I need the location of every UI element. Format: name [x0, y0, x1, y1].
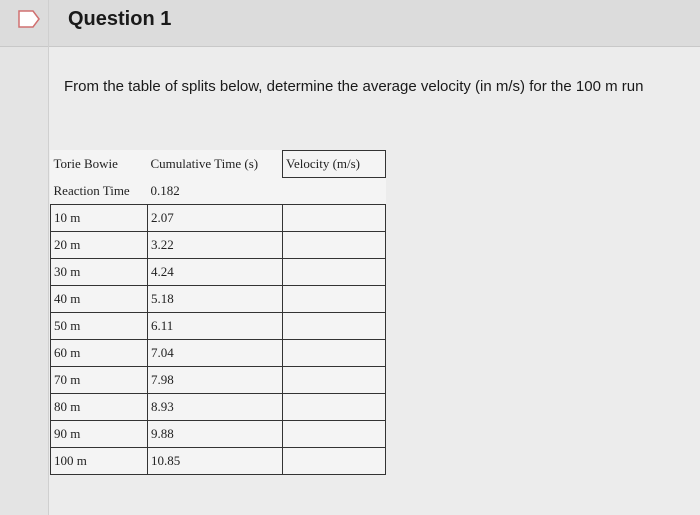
table-row: 70 m 7.98 [50, 366, 386, 394]
cumulative-time: 0.182 [150, 182, 180, 198]
splits-table: Torie Bowie Cumulative Time (s) Velocity (… [50, 150, 386, 475]
table-body: Reaction Time 0.182 10 m 2.07 20 m 3.22 30 m 4.… [50, 178, 386, 475]
table-row: 60 m 7.04 [50, 339, 386, 367]
split-label: 100 m [50, 447, 148, 475]
table-row: 30 m 4.24 [50, 258, 386, 286]
divider [48, 0, 49, 515]
velocity-cell[interactable] [282, 285, 386, 313]
table-row: 10 m 2.07 [50, 204, 386, 232]
cumulative-time: 5.18 [147, 285, 283, 313]
velocity-cell[interactable] [282, 312, 386, 340]
cumulative-time: 7.04 [147, 339, 283, 367]
column-header: Cumulative Time (s) [150, 156, 259, 171]
split-label: 90 m [50, 420, 148, 448]
table-row: 20 m 3.22 [50, 231, 386, 259]
table-row: 40 m 5.18 [50, 285, 386, 313]
velocity-cell[interactable] [282, 393, 386, 421]
split-label: 80 m [50, 393, 148, 421]
table-row: Reaction Time 0.182 [51, 178, 386, 205]
table-row: 100 m 10.85 [50, 447, 386, 475]
cumulative-time: 9.88 [147, 420, 283, 448]
cumulative-time: 6.11 [147, 312, 283, 340]
cumulative-time: 10.85 [147, 447, 283, 475]
split-label: Reaction Time [53, 182, 130, 198]
prompt: From the table of splits below, determin… [64, 78, 644, 95]
velocity-cell[interactable] [282, 258, 386, 286]
split-label: 70 m [50, 366, 148, 394]
velocity-cell[interactable] [282, 204, 386, 232]
table-row: 90 m 9.88 [50, 420, 386, 448]
split-label: 50 m [50, 312, 148, 340]
split-label: 20 m [50, 231, 148, 259]
cumulative-time: 4.24 [147, 258, 283, 286]
question-title: Question 1 [68, 8, 172, 30]
cumulative-time: 3.22 [147, 231, 283, 259]
split-label: 60 m [50, 339, 148, 367]
velocity-cell[interactable] [283, 178, 386, 205]
velocity-cell[interactable] [282, 420, 386, 448]
split-label: 10 m [50, 204, 148, 232]
flag-icon[interactable] [18, 10, 40, 28]
column-header: Velocity (m/s) [282, 150, 386, 178]
velocity-cell[interactable] [282, 366, 386, 394]
velocity-cell[interactable] [282, 447, 386, 475]
table-row: 50 m 6.11 [50, 312, 386, 340]
cumulative-time: 7.98 [147, 366, 283, 394]
cumulative-time: 8.93 [147, 393, 283, 421]
table-row: 80 m 8.93 [50, 393, 386, 421]
split-label: 40 m [50, 285, 148, 313]
cumulative-time: 2.07 [147, 204, 283, 232]
header-row: Torie Bowie Cumulative Time (s) Velocity (… [51, 150, 386, 178]
velocity-cell[interactable] [282, 339, 386, 367]
velocity-cell[interactable] [282, 231, 386, 259]
split-label: 30 m [50, 258, 148, 286]
top-bar: Question 1 [0, 0, 700, 47]
column-header: Torie Bowie [53, 156, 118, 171]
